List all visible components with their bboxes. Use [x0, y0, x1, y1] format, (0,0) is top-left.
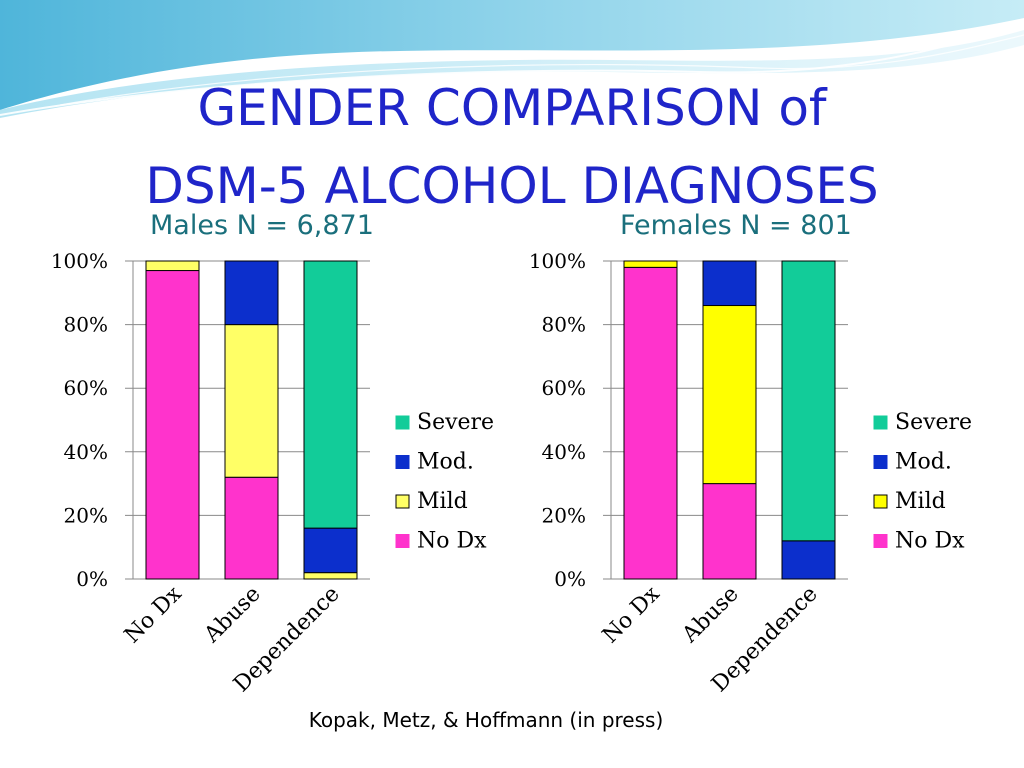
bar-segment-mod--abuse	[224, 260, 279, 326]
bar-segment-mild-no-dx	[623, 260, 678, 268]
legend-label: Mild	[417, 489, 468, 514]
legend-label: Severe	[417, 410, 494, 435]
slide-title-line-2: DSM-5 ALCOHOL DIAGNOSES	[145, 157, 879, 215]
bar-segment-mild-abuse	[224, 324, 279, 478]
bar-segment-mod--abuse	[702, 260, 757, 307]
y-tick-label: 40%	[542, 440, 586, 464]
y-tick-label: 0%	[554, 567, 586, 591]
legend-swatch	[395, 415, 410, 430]
bar-segment-mild-dependence	[303, 572, 358, 580]
y-tick-label: 40%	[64, 440, 108, 464]
legend-label: No Dx	[895, 529, 965, 554]
bar-segment-no-dx-abuse	[702, 483, 757, 580]
y-tick-label: 60%	[542, 376, 586, 400]
bar-segment-mod--dependence	[781, 540, 836, 580]
y-tick-label: 80%	[64, 313, 108, 337]
legend-swatch	[395, 534, 410, 548]
bar-segment-severe-dependence	[781, 260, 836, 542]
legend-swatch	[873, 455, 888, 469]
y-tick-label: 20%	[64, 503, 108, 527]
legend-label: Mod.	[417, 450, 474, 475]
y-tick-label: 100%	[529, 249, 586, 273]
females-stacked-bar-chart: 0%20%40%60%80%100%No Dx AbuseDependenceSe…	[529, 249, 972, 697]
x-tick-label: Abuse	[199, 582, 266, 649]
bar-segment-severe-dependence	[303, 260, 358, 529]
bar-segment-mild-abuse	[702, 305, 757, 485]
legend-swatch	[873, 494, 888, 509]
legend-swatch	[873, 415, 888, 430]
legend-label: Mild	[895, 489, 946, 514]
bar-segment-no-dx-no-dx	[145, 270, 200, 580]
citation-text: Kopak, Metz, & Hoffmann (in press)	[308, 708, 664, 732]
legend-label: Severe	[895, 410, 972, 435]
slide-title-line-1: GENDER COMPARISON of	[197, 79, 827, 137]
legend-swatch	[395, 494, 410, 509]
bar-segment-mild-no-dx	[145, 260, 200, 272]
y-tick-label: 20%	[542, 503, 586, 527]
legend-label: No Dx	[417, 529, 487, 554]
bar-segment-no-dx-no-dx	[623, 266, 678, 580]
y-tick-label: 80%	[542, 313, 586, 337]
x-tick-label: No Dx	[120, 581, 187, 648]
bar-segment-no-dx-abuse	[224, 476, 279, 580]
y-tick-label: 100%	[51, 249, 108, 273]
x-tick-label: Abuse	[677, 582, 744, 649]
bar-segment-mod--dependence	[303, 527, 358, 574]
males-chart-title: Males N = 6,871	[150, 210, 374, 241]
females-chart-title: Females N = 801	[620, 210, 852, 241]
y-tick-label: 0%	[76, 567, 108, 591]
y-tick-label: 60%	[64, 376, 108, 400]
males-stacked-bar-chart: 0%20%40%60%80%100%No Dx AbuseDependenceSe…	[51, 249, 494, 697]
x-tick-label: No Dx	[598, 581, 665, 648]
legend-swatch	[873, 534, 888, 548]
legend-swatch	[395, 455, 410, 469]
legend-label: Mod.	[895, 450, 952, 475]
background-wave-decoration	[0, 0, 1024, 118]
